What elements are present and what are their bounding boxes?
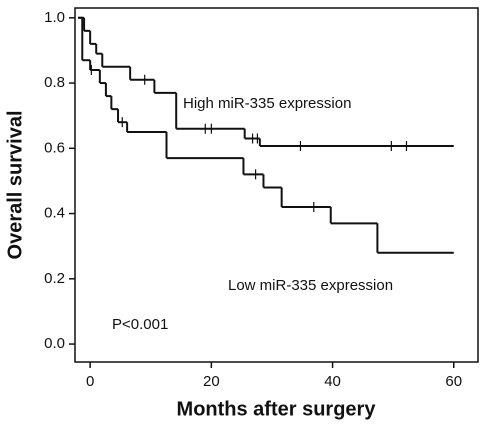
x-tick-label: 40 — [324, 373, 341, 390]
plot-frame — [74, 7, 479, 363]
y-tick-label: 0.0 — [44, 335, 65, 352]
x-tick-label: 20 — [203, 373, 220, 390]
p-value: P<0.001 — [112, 316, 168, 333]
series-label: High miR-335 expression — [183, 95, 351, 112]
y-tick-label: 0.8 — [44, 74, 65, 91]
y-tick-label: 0.4 — [44, 205, 65, 222]
x-axis-title: Months after surgery — [177, 398, 377, 420]
x-tick-label: 60 — [445, 373, 462, 390]
y-tick-label: 1.0 — [44, 9, 65, 26]
y-axis-title: Overall survival — [4, 111, 26, 260]
x-tick-label: 0 — [86, 373, 94, 390]
series-label: Low miR-335 expression — [228, 277, 393, 294]
y-tick-label: 0.2 — [44, 270, 65, 287]
y-tick-label: 0.6 — [44, 139, 65, 156]
